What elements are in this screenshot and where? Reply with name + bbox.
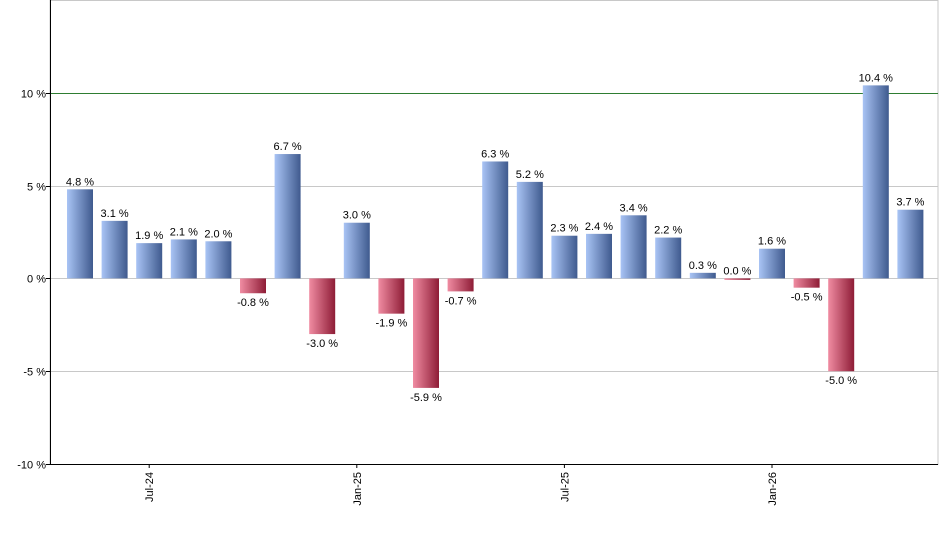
data-label: 2.4 % [585,221,613,233]
data-label: -0.7 % [445,295,477,307]
y-tick-label: -5 % [23,367,46,379]
data-label: -3.0 % [306,338,338,350]
data-label: -5.9 % [410,392,442,404]
bar [655,237,682,279]
bar [413,278,439,388]
x-tick-label: Jan-26 [767,472,779,506]
data-label: -0.5 % [791,292,823,304]
data-label: 2.0 % [204,228,232,240]
bar [586,233,612,279]
bar [170,239,197,279]
data-label: 2.1 % [170,226,198,238]
bar [274,154,301,279]
bar [620,215,647,279]
bar [343,222,370,279]
y-tick-label: 10 % [21,89,46,101]
data-label: 0.0 % [723,265,751,277]
data-label: 10.4 % [859,72,893,84]
x-tick-label: Jul-24 [144,472,156,502]
data-label: 2.3 % [550,223,578,235]
bar [309,278,336,335]
bar [793,278,820,288]
data-label: 3.0 % [343,210,371,222]
x-tick-label: Jan-25 [352,472,364,506]
bar [516,181,543,279]
data-label: 6.3 % [481,148,509,160]
data-label: -0.8 % [237,297,269,309]
data-label: 3.1 % [101,208,129,220]
data-label: -1.9 % [376,318,408,330]
data-label: 1.6 % [758,236,786,248]
y-tick-label: -10 % [17,460,46,472]
bar [67,189,93,279]
data-label: 3.4 % [620,202,648,214]
axes [46,0,938,468]
bar [482,161,509,279]
data-label: -5.0 % [825,375,857,387]
bar [240,278,266,294]
data-label: 6.7 % [274,141,302,153]
bar [897,209,924,279]
bar [378,278,405,314]
x-tick-label: Jul-25 [559,472,571,502]
bar [828,278,855,372]
bar [862,85,889,279]
bar [101,220,128,279]
data-label: 3.7 % [896,197,924,209]
bar [447,278,474,292]
data-label: 2.2 % [654,225,682,237]
bars [67,85,924,388]
y-tick-label: 0 % [27,274,46,286]
bar [205,241,232,279]
y-tick-label: 5 % [27,182,46,194]
data-label: 4.8 % [66,176,94,188]
bar [136,243,163,279]
bar [759,248,785,279]
data-label: 5.2 % [516,169,544,181]
bar [689,272,716,279]
data-label: 0.3 % [689,260,717,272]
labels: -10 % -5 % 0 % 5 % 10 % 4.8 % 3.1 % 1.9 % 2.1 % 2… [17,72,924,505]
bar [724,278,751,280]
bar [551,235,578,279]
data-label: 1.9 % [135,230,163,242]
